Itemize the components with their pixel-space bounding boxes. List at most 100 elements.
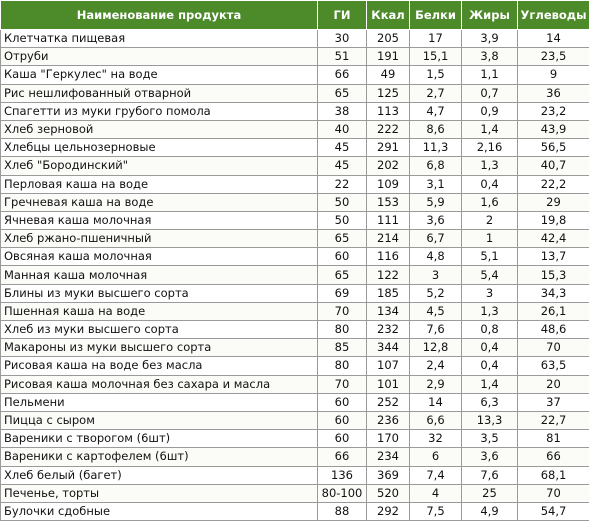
- cell-product: Хлеб "Бородинский": [0, 156, 318, 176]
- cell-fat: 2,16: [461, 138, 518, 158]
- cell-protein: 8,6: [409, 119, 462, 140]
- table-row: Каша "Геркулес" на воде 66 49 1,5 1,1 9: [0, 65, 589, 85]
- cell-protein: 7,5: [409, 501, 462, 522]
- cell-gi: 30: [317, 28, 367, 49]
- table-row: Овсяная каша молочная 60 116 4,8 5,1 13,7: [0, 247, 589, 267]
- cell-protein: 3,6: [409, 210, 462, 231]
- cell-protein: 5,9: [409, 192, 462, 212]
- cell-carbs: 20: [517, 374, 589, 394]
- cell-fat: 1,3: [461, 156, 518, 176]
- cell-kcal: 292: [366, 501, 410, 522]
- cell-fat: 1,4: [461, 374, 518, 394]
- cell-gi: 66: [317, 447, 367, 467]
- cell-kcal: 291: [366, 138, 410, 158]
- cell-gi: 51: [317, 47, 367, 67]
- cell-protein: 11,3: [409, 138, 462, 158]
- header-carbs: Углеводы: [517, 0, 589, 30]
- cell-kcal: 113: [366, 101, 410, 121]
- cell-gi: 65: [317, 229, 367, 249]
- cell-product: Хлеб из муки высшего сорта: [0, 319, 318, 340]
- cell-fat: 2: [461, 210, 518, 231]
- cell-fat: 0,9: [461, 101, 518, 121]
- cell-fat: 1,1: [461, 65, 518, 85]
- cell-protein: 6,8: [409, 156, 462, 176]
- cell-carbs: 48,6: [517, 319, 589, 340]
- cell-carbs: 42,4: [517, 229, 589, 249]
- cell-kcal: 252: [366, 392, 410, 412]
- cell-product: Пшенная каша на воде: [0, 301, 318, 322]
- cell-kcal: 101: [366, 374, 410, 394]
- table-row: Булочки сдобные 88 292 7,5 4,9 54,7: [0, 501, 589, 522]
- cell-gi: 66: [317, 65, 367, 85]
- table-row: Пицца с сыром 60 236 6,6 13,3 22,7: [0, 410, 589, 431]
- table-row: Пельмени 60 252 14 6,3 37: [0, 392, 589, 412]
- cell-product: Каша "Геркулес" на воде: [0, 65, 318, 85]
- cell-carbs: 13,7: [517, 247, 589, 267]
- cell-gi: 45: [317, 156, 367, 176]
- cell-kcal: 109: [366, 174, 410, 194]
- cell-protein: 4,7: [409, 101, 462, 121]
- table-row: Гречневая каша на воде 50 153 5,9 1,6 29: [0, 192, 589, 212]
- cell-fat: 25: [461, 483, 518, 503]
- cell-fat: 0,4: [461, 338, 518, 358]
- cell-fat: 0,4: [461, 356, 518, 376]
- cell-gi: 65: [317, 83, 367, 103]
- cell-gi: 70: [317, 374, 367, 394]
- cell-protein: 14: [409, 392, 462, 412]
- table-row: Спагетти из муки грубого помола 38 113 4,7 0…: [0, 101, 589, 121]
- cell-protein: 4,8: [409, 247, 462, 267]
- cell-protein: 6,6: [409, 410, 462, 431]
- cell-kcal: 232: [366, 319, 410, 340]
- header-row: Наименование продукта ГИ Ккал Белки Жиры…: [0, 0, 589, 30]
- cell-protein: 12,8: [409, 338, 462, 358]
- cell-fat: 3,5: [461, 429, 518, 449]
- cell-gi: 70: [317, 301, 367, 322]
- cell-kcal: 107: [366, 356, 410, 376]
- cell-gi: 88: [317, 501, 367, 522]
- cell-product: Хлебцы цельнозерновые: [0, 138, 318, 158]
- cell-product: Вареники с картофелем (6шт): [0, 447, 318, 467]
- cell-gi: 80: [317, 356, 367, 376]
- cell-kcal: 344: [366, 338, 410, 358]
- cell-protein: 4: [409, 483, 462, 503]
- cell-gi: 38: [317, 101, 367, 121]
- cell-carbs: 26,1: [517, 301, 589, 322]
- cell-fat: 3,6: [461, 447, 518, 467]
- cell-carbs: 22,2: [517, 174, 589, 194]
- cell-carbs: 9: [517, 65, 589, 85]
- cell-kcal: 236: [366, 410, 410, 431]
- cell-product: Макароны из муки высшего сорта: [0, 338, 318, 358]
- table-row: Вареники с картофелем (6шт) 66 234 6 3,6 66: [0, 447, 589, 467]
- cell-gi: 50: [317, 210, 367, 231]
- table-row: Макароны из муки высшего сорта 85 344 12,8 0…: [0, 338, 589, 358]
- cell-kcal: 111: [366, 210, 410, 231]
- cell-kcal: 116: [366, 247, 410, 267]
- cell-protein: 2,4: [409, 356, 462, 376]
- cell-protein: 17: [409, 28, 462, 49]
- cell-product: Клетчатка пищевая: [0, 28, 318, 49]
- cell-carbs: 56,5: [517, 138, 589, 158]
- cell-kcal: 222: [366, 119, 410, 140]
- cell-product: Рисовая каша молочная без сахара и масла: [0, 374, 318, 394]
- cell-carbs: 40,7: [517, 156, 589, 176]
- cell-protein: 2,7: [409, 83, 462, 103]
- header-kcal: Ккал: [366, 0, 410, 30]
- cell-gi: 40: [317, 119, 367, 140]
- table-row: Рисовая каша молочная без сахара и масла…: [0, 374, 589, 394]
- cell-protein: 32: [409, 429, 462, 449]
- header-protein: Белки: [409, 0, 462, 30]
- table-row: Рис нешлифованный отварной 65 125 2,7 0,7 36: [0, 83, 589, 103]
- cell-fat: 7,6: [461, 465, 518, 485]
- cell-fat: 1,3: [461, 301, 518, 322]
- table-row: Ячневая каша молочная 50 111 3,6 2 19,8: [0, 210, 589, 231]
- cell-protein: 2,9: [409, 374, 462, 394]
- cell-fat: 1,6: [461, 192, 518, 212]
- cell-kcal: 153: [366, 192, 410, 212]
- header-gi: ГИ: [317, 0, 367, 30]
- table-row: Хлеб белый (багет) 136 369 7,4 7,6 68,1: [0, 465, 589, 485]
- cell-gi: 69: [317, 283, 367, 303]
- table-row: Манная каша молочная 65 122 3 5,4 15,3: [0, 265, 589, 285]
- cell-carbs: 15,3: [517, 265, 589, 285]
- cell-protein: 6: [409, 447, 462, 467]
